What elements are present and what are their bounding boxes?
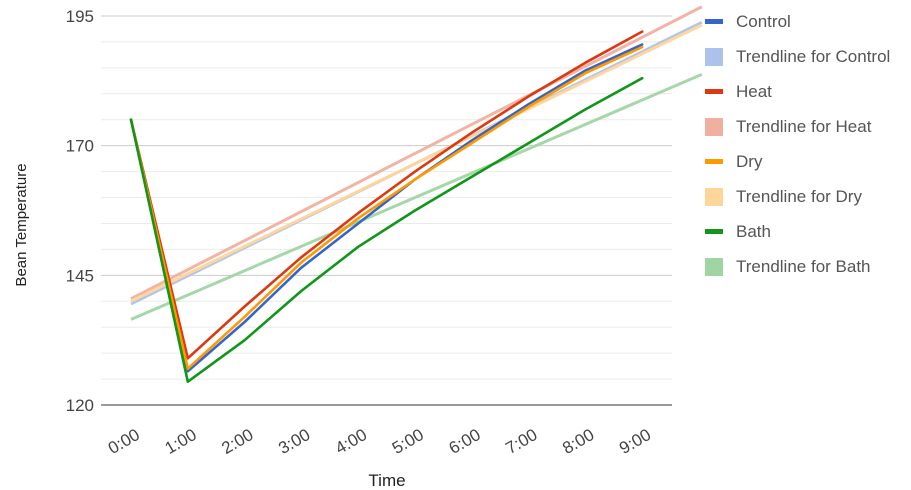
x-axis-ticks: 0:00 1:00 2:00 3:00 4:00 5:00 6:00 7:00 8:00 9:00 [105,425,654,458]
legend-swatch [705,229,723,234]
legend-label: Trendline for Control [736,46,891,66]
series-line-dry [129,45,644,371]
x-axis-label: Time [368,471,405,490]
legend-label: Trendline for Dry [736,186,862,206]
series-line-bath [129,76,644,384]
legend-swatch [705,159,723,164]
series-line-control [129,43,644,373]
x-tick-label: 9:00 [616,425,654,458]
legend-label: Trendline for Heat [736,116,872,136]
y-tick-label: 145 [66,266,94,285]
trendline-bath [130,73,703,321]
trendline-heat [130,5,703,301]
legend-swatch [705,117,723,136]
y-tick-label: 120 [66,396,94,415]
legend-label: Heat [736,81,772,101]
legend-swatch [705,19,723,24]
x-tick-label: 0:00 [105,425,143,458]
y-axis-ticks: 120 145 170 195 [66,7,94,415]
series-line-heat [129,30,644,360]
legend-swatch [705,47,723,66]
x-tick-label: 7:00 [502,425,540,458]
legend-item: Trendline for Dry [705,179,890,214]
y-tick-label: 170 [66,137,94,156]
legend-item: Trendline for Heat [705,109,890,144]
legend-item: Trendline for Control [705,39,890,74]
legend-swatch [705,187,723,206]
legend-item: Heat [705,74,890,109]
legend-label: Control [736,11,791,31]
x-tick-label: 1:00 [162,425,200,458]
series-lines [129,5,703,384]
legend-label: Dry [736,151,763,171]
y-axis-label: Bean Temperature [13,163,30,286]
legend-item: Control [705,4,890,39]
legend-item: Trendline for Bath [705,249,890,284]
trendline-dry [130,23,703,303]
legend-swatch [705,89,723,94]
x-tick-label: 2:00 [218,425,256,458]
x-tick-label: 3:00 [275,425,313,458]
x-tick-label: 6:00 [446,425,484,458]
x-tick-label: 8:00 [559,425,597,458]
y-tick-label: 195 [66,7,94,26]
legend-swatch [705,257,723,276]
x-tick-label: 5:00 [389,425,427,458]
legend-label: Trendline for Bath [736,256,871,276]
x-tick-label: 4:00 [332,425,370,458]
chart-legend: Control Trendline for Control Heat Trendlin… [705,4,890,284]
legend-item: Dry [705,144,890,179]
legend-item: Bath [705,214,890,249]
legend-label: Bath [736,221,771,241]
